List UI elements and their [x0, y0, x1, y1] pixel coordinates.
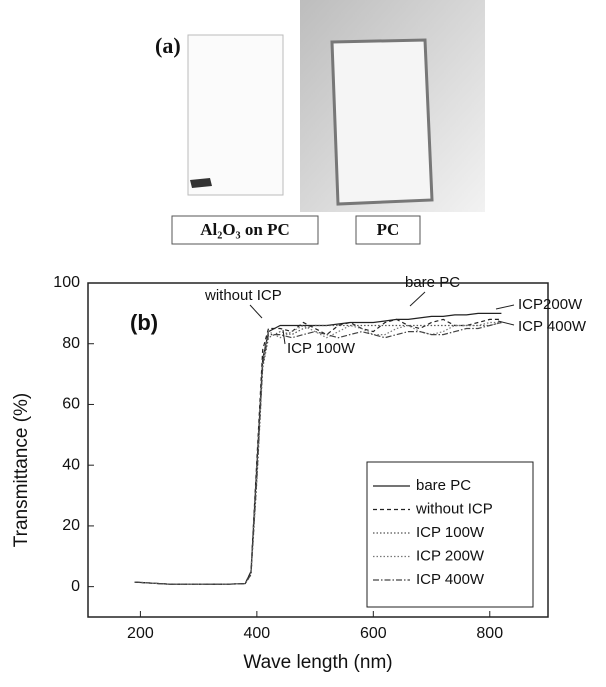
legend-label: ICP 200W — [416, 547, 485, 564]
y-axis-title: Transmittance (%) — [11, 393, 32, 548]
annotation-arrow — [409, 291, 426, 307]
sample-mark — [190, 178, 212, 188]
x-tick-label: 800 — [476, 625, 503, 642]
annotation: without ICP — [204, 287, 282, 304]
pc-sample — [330, 38, 434, 206]
photo-label: (a) — [155, 33, 181, 58]
panel-label: (b) — [130, 310, 158, 335]
caption: PC — [377, 220, 400, 239]
caption-box — [171, 215, 319, 245]
legend-label: bare PC — [416, 477, 471, 494]
y-tick-label: 80 — [62, 335, 80, 352]
annotation-arrow — [497, 320, 515, 326]
annotation-arrow — [495, 304, 515, 310]
x-axis-title: Wave length (nm) — [243, 652, 392, 673]
y-tick-label: 100 — [53, 274, 80, 291]
legend-label: ICP 400W — [416, 571, 485, 588]
y-tick-label: 40 — [62, 456, 80, 473]
annotation: ICP 100W — [287, 340, 356, 357]
x-tick-label: 200 — [127, 625, 154, 642]
series-line — [134, 318, 502, 585]
coated-sample — [187, 34, 284, 196]
y-tick-label: 60 — [62, 396, 80, 413]
y-tick-label: 0 — [71, 578, 80, 595]
legend-label: without ICP — [415, 500, 493, 517]
annotation: ICP200W — [518, 296, 583, 313]
caption: Al₂O₃ on PC — [200, 220, 290, 239]
plot-frame — [87, 282, 549, 618]
annotation-arrow — [282, 329, 286, 345]
y-tick-label: 20 — [62, 517, 80, 534]
x-tick-label: 400 — [244, 625, 271, 642]
annotation: bare PC — [405, 274, 460, 291]
caption-box — [355, 215, 421, 245]
series-line — [134, 321, 502, 585]
annotation-arrow — [249, 304, 263, 319]
series-line — [134, 321, 502, 585]
x-tick-label: 600 — [360, 625, 387, 642]
legend-label: ICP 100W — [416, 524, 485, 541]
annotation: ICP 400W — [518, 318, 587, 335]
